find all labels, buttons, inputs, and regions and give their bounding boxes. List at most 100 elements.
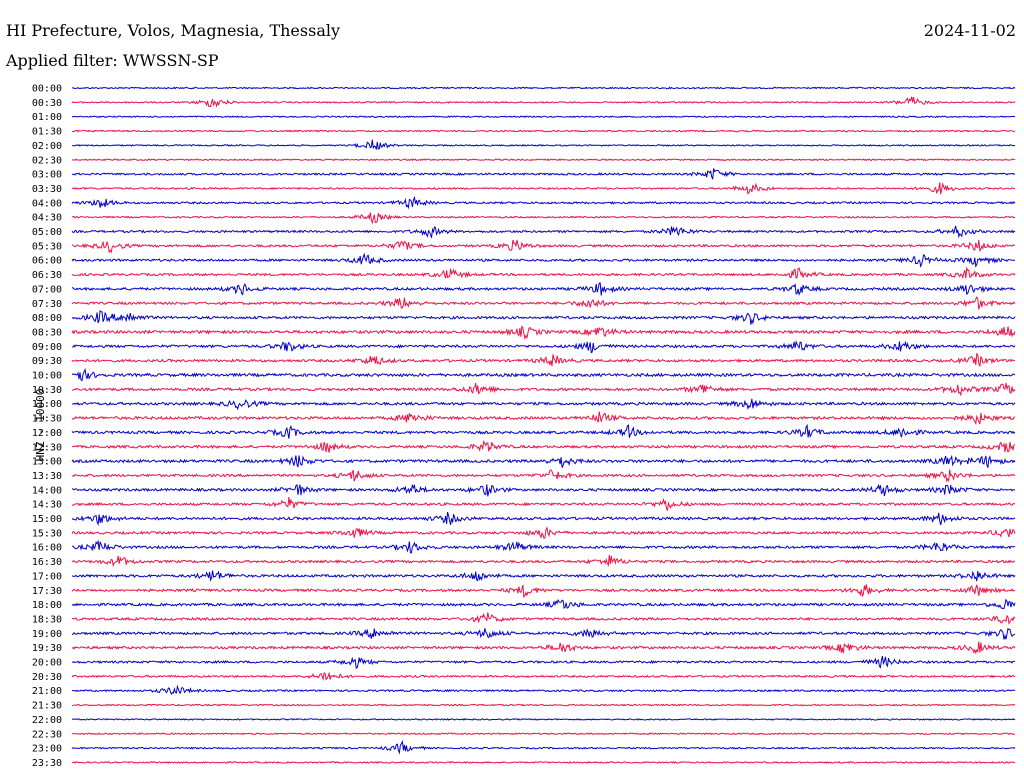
- trace-line: [71, 584, 1016, 599]
- trace-line: [71, 352, 1016, 367]
- station-title: HI Prefecture, Volos, Magnesia, Thessaly: [6, 21, 341, 40]
- trace-line: [71, 511, 1016, 527]
- time-label: 23:00: [32, 744, 62, 755]
- trace-line: [71, 671, 1016, 681]
- time-label: 18:00: [32, 600, 62, 611]
- time-label: 18:30: [32, 614, 62, 625]
- time-label: 01:00: [32, 112, 62, 123]
- time-label: 11:30: [32, 414, 62, 425]
- trace-line: [71, 423, 1016, 439]
- trace-line: [72, 129, 1016, 133]
- trace-line: [71, 115, 1016, 119]
- trace-line: [72, 483, 1016, 497]
- time-label: 21:30: [32, 701, 62, 712]
- trace-line: [71, 266, 1016, 280]
- time-label: 02:30: [32, 155, 62, 166]
- time-label: 12:00: [32, 428, 62, 439]
- time-label: 03:00: [32, 170, 62, 181]
- trace-line: [71, 212, 1016, 225]
- trace-line: [71, 158, 1016, 162]
- trace-line: [71, 684, 1016, 696]
- time-label: 19:30: [32, 643, 62, 654]
- time-label: 09:30: [32, 356, 62, 367]
- trace-line: [71, 96, 1016, 108]
- time-label: 22:00: [32, 715, 62, 726]
- trace-line: [71, 325, 1016, 341]
- trace-line: [71, 225, 1016, 239]
- trace-line: [71, 703, 1016, 707]
- trace-line: [71, 252, 1016, 268]
- trace-line: [71, 612, 1016, 625]
- trace-line: [71, 496, 1016, 512]
- filter-label: Applied filter: WWSSN-SP: [6, 51, 219, 70]
- time-label: 15:00: [32, 514, 62, 525]
- time-label: 17:30: [32, 586, 62, 597]
- time-label: 10:30: [32, 385, 62, 396]
- time-label: 20:30: [32, 672, 62, 683]
- trace-line: [71, 296, 1016, 310]
- trace-line: [71, 168, 1015, 180]
- time-label: 16:30: [32, 557, 62, 568]
- date-label: 2024-11-02: [923, 21, 1016, 40]
- trace-line: [71, 469, 1016, 483]
- time-label: 10:00: [32, 371, 62, 382]
- time-label: 04:30: [32, 213, 62, 224]
- time-label: 14:00: [32, 485, 62, 496]
- trace-line: [71, 655, 1016, 670]
- trace-line: [71, 340, 1016, 354]
- time-label: 07:30: [32, 299, 62, 310]
- trace-line: [71, 411, 1016, 425]
- trace-line: [71, 641, 1016, 655]
- time-label: 06:30: [32, 270, 62, 281]
- time-label: 13:00: [32, 457, 62, 468]
- trace-line: [71, 454, 1016, 468]
- trace-line: [71, 732, 1016, 736]
- trace-line: [71, 382, 1016, 397]
- trace-line: [71, 195, 1016, 210]
- time-label: 20:00: [32, 658, 62, 669]
- trace-line: [71, 398, 1016, 411]
- time-label: 04:00: [32, 198, 62, 209]
- time-label: 08:00: [32, 313, 62, 324]
- trace-line: [71, 86, 1016, 90]
- time-label: 05:00: [32, 227, 62, 238]
- time-label: 09:00: [32, 342, 62, 353]
- time-label: 17:00: [32, 571, 62, 582]
- time-label: 16:00: [32, 543, 62, 554]
- trace-line: [72, 570, 1016, 582]
- trace-line: [72, 282, 1016, 296]
- time-label: 13:30: [32, 471, 62, 482]
- time-label: 15:30: [32, 528, 62, 539]
- time-label: 01:30: [32, 127, 62, 138]
- trace-line: [71, 139, 1016, 150]
- time-label: 00:00: [32, 84, 62, 95]
- trace-line: [71, 761, 1016, 764]
- trace-line: [71, 554, 1015, 568]
- trace-line: [71, 439, 1016, 453]
- time-label: 11:00: [32, 399, 62, 410]
- trace-line: [71, 526, 1016, 540]
- trace-line: [71, 239, 1016, 254]
- time-label: 22:30: [32, 729, 62, 740]
- trace-line: [71, 739, 1016, 755]
- time-label: 23:30: [32, 758, 62, 769]
- time-label: 03:30: [32, 184, 62, 195]
- time-label: 21:00: [32, 686, 62, 697]
- time-label: 08:30: [32, 327, 62, 338]
- time-label: 00:30: [32, 98, 62, 109]
- trace-line: [71, 182, 1016, 195]
- trace-line: [71, 367, 1016, 382]
- time-label: 05:30: [32, 241, 62, 252]
- trace-line: [71, 309, 1016, 325]
- time-label: 14:30: [32, 500, 62, 511]
- trace-line: [71, 718, 1016, 721]
- trace-line: [71, 539, 1016, 554]
- time-label: 19:00: [32, 629, 62, 640]
- time-label: 07:00: [32, 284, 62, 295]
- time-label: 02:00: [32, 141, 62, 152]
- time-label: 06:00: [32, 256, 62, 267]
- time-label: 12:30: [32, 442, 62, 453]
- trace-line: [71, 627, 1016, 640]
- trace-line: [71, 598, 1016, 610]
